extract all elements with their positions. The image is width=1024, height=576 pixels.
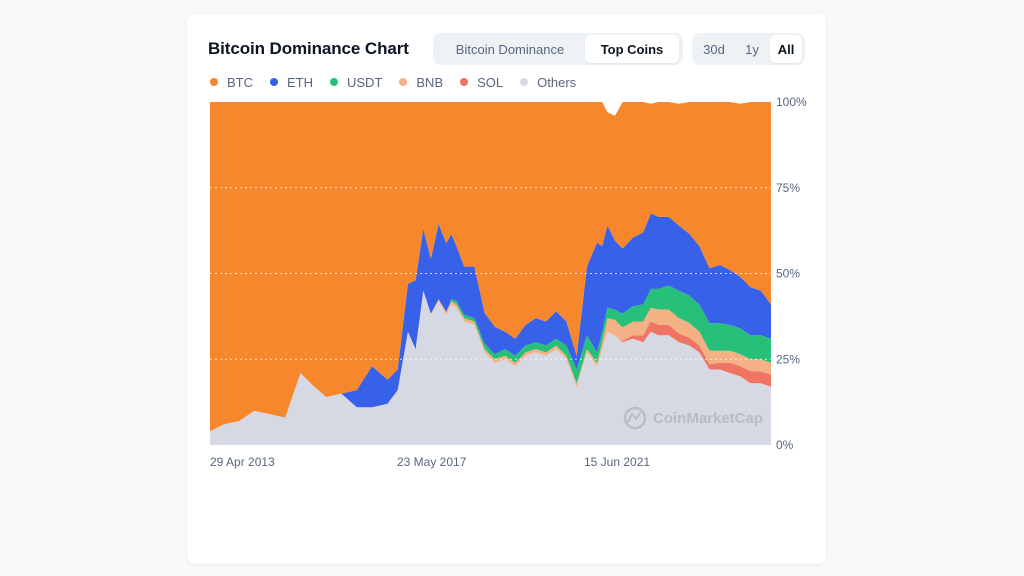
view-toggle: Bitcoin Dominance Top Coins <box>433 33 683 65</box>
legend-dot <box>270 78 278 86</box>
legend-item-sol[interactable]: SOL <box>460 75 503 90</box>
area-series-eth[interactable] <box>210 213 771 432</box>
coinmarketcap-logo-icon <box>623 406 647 430</box>
range-1y-button[interactable]: 1y <box>734 35 770 63</box>
x-tick-label: 15 Jun 2021 <box>584 455 650 469</box>
range-toggle: 30d 1y All <box>692 33 805 65</box>
range-all-button[interactable]: All <box>770 35 802 63</box>
chart-title: Bitcoin Dominance Chart <box>208 39 409 58</box>
legend-dot <box>520 78 529 86</box>
area-series-usdt[interactable] <box>210 285 771 432</box>
dominance-card: Bitcoin Dominance Chart Bitcoin Dominanc… <box>187 14 826 564</box>
tab-bitcoin-dominance[interactable]: Bitcoin Dominance <box>435 35 585 63</box>
legend-label: USDT <box>347 74 383 90</box>
tab-top-coins[interactable]: Top Coins <box>585 35 679 63</box>
legend-dot <box>330 78 338 86</box>
legend-dot <box>460 78 469 86</box>
watermark-text: CoinMarketCap <box>653 410 763 427</box>
x-tick-label: 29 Apr 2013 <box>210 455 275 469</box>
x-axis-ticks: 29 Apr 2013 23 May 2017 15 Jun 2021 <box>210 455 650 469</box>
legend-label: BNB <box>416 74 444 90</box>
legend-dot <box>399 78 408 86</box>
y-tick-label: 75% <box>776 181 800 195</box>
range-30d-button[interactable]: 30d <box>694 35 734 63</box>
chart-areas <box>210 102 771 445</box>
y-tick-label: 50% <box>776 267 800 281</box>
dominance-area-chart[interactable]: 0% 25% 50% 75% 100% 29 Apr 2013 23 May 2017 15… <box>187 14 826 484</box>
legend-item-bnb[interactable]: BNB <box>399 75 443 90</box>
legend-label: SOL <box>477 74 504 90</box>
y-axis-ticks: 0% 25% 50% 75% 100% <box>776 95 807 452</box>
coinmarketcap-logo-stroke <box>627 412 641 423</box>
y-tick-label: 25% <box>776 352 800 366</box>
legend-label: Others <box>537 74 577 90</box>
chart-legend: BTC ETH USDT BNB SOL Others <box>210 73 593 91</box>
legend-item-btc[interactable]: BTC <box>210 75 253 90</box>
area-series-bnb[interactable] <box>210 290 771 432</box>
area-series-others[interactable] <box>210 290 771 445</box>
legend-dot <box>210 78 218 86</box>
y-tick-label: 100% <box>776 95 807 109</box>
chart-grid <box>210 187 771 360</box>
legend-label: ETH <box>287 74 313 90</box>
legend-label: BTC <box>227 74 253 90</box>
area-series-btc[interactable] <box>210 102 771 432</box>
x-tick-label: 23 May 2017 <box>397 455 467 469</box>
y-tick-label: 0% <box>776 438 794 452</box>
coinmarketcap-watermark: CoinMarketCap <box>623 406 763 430</box>
legend-item-usdt[interactable]: USDT <box>330 75 382 90</box>
legend-item-eth[interactable]: ETH <box>270 75 313 90</box>
legend-item-others[interactable]: Others <box>520 75 576 90</box>
